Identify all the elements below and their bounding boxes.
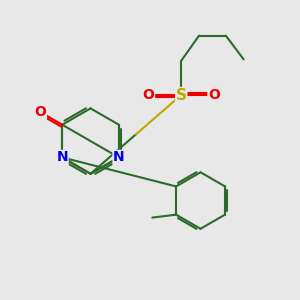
Text: O: O [208,88,220,102]
Text: O: O [142,88,154,102]
Text: N: N [56,150,68,164]
Text: S: S [176,88,187,103]
Text: O: O [34,105,46,119]
Text: N: N [113,150,125,164]
